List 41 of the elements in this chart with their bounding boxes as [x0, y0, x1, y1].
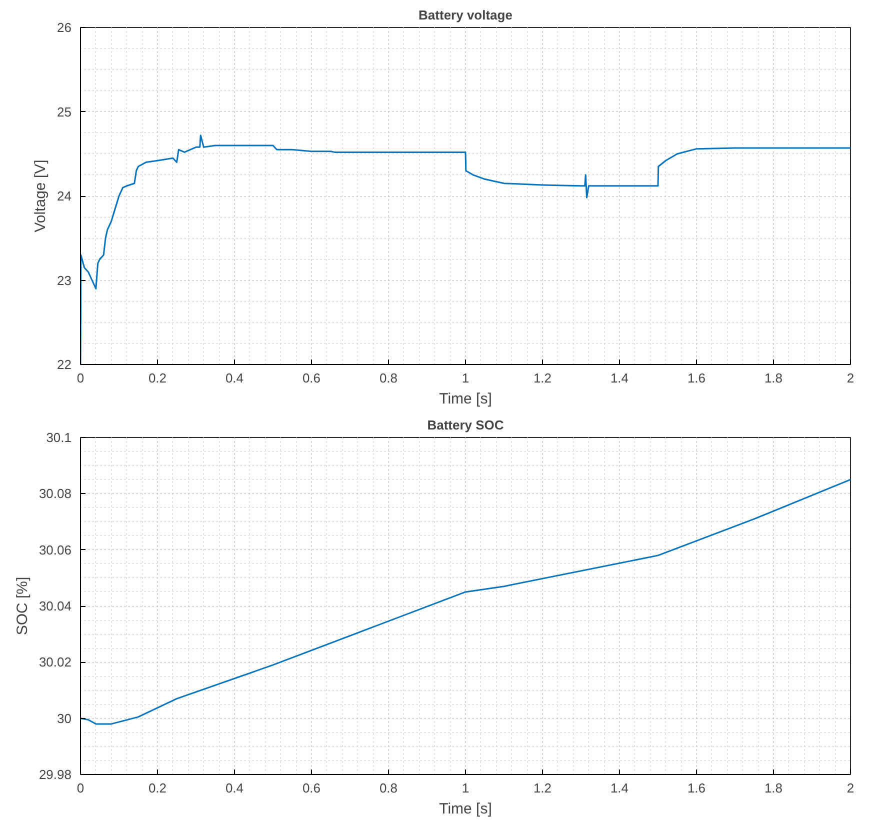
y-tick-label: 26: [57, 20, 72, 35]
x-axis-title: Time [s]: [439, 800, 492, 818]
x-tick-label: 2: [846, 370, 854, 386]
y-tick-label: 30.08: [38, 486, 72, 502]
x-tick-label: 2: [846, 780, 854, 796]
x-tick-label: 0.4: [225, 780, 244, 796]
x-tick-label: 1.8: [764, 780, 783, 796]
x-tick-label: 1.6: [687, 780, 706, 796]
x-tick-label: 1: [462, 780, 470, 796]
x-tick-label: 0.6: [302, 370, 321, 386]
y-tick-label: 22: [57, 357, 72, 372]
x-tick-label: 1.2: [533, 780, 552, 796]
y-tick-label: 30.1: [46, 430, 72, 445]
x-tick-label: 0.2: [148, 780, 167, 796]
x-tick-label: 0: [76, 370, 84, 386]
x-tick-label: 0: [76, 780, 84, 796]
x-tick-label: 0.2: [148, 370, 167, 386]
x-tick-label: 0.8: [379, 370, 398, 386]
y-tick-label: 29.98: [38, 767, 72, 782]
chart-title: Battery SOC: [427, 418, 504, 432]
y-tick-label: 30.02: [38, 654, 72, 670]
y-tick-label: 25: [57, 104, 72, 120]
y-tick-label: 24: [57, 188, 72, 204]
x-tick-label: 0.8: [379, 780, 398, 796]
x-axis-title: Time [s]: [439, 390, 492, 408]
y-axis-title: SOC [%]: [14, 576, 31, 636]
chart-title: Battery voltage: [418, 8, 512, 22]
x-tick-label: 0.6: [302, 780, 321, 796]
line-series: [80, 478, 850, 725]
x-tick-label: 1: [462, 370, 470, 386]
x-tick-label: 0.4: [225, 370, 244, 386]
y-tick-label: 30.04: [38, 598, 72, 614]
x-tick-label: 1.8: [764, 370, 783, 386]
x-tick-label: 1.4: [610, 370, 629, 386]
y-axis-title: Voltage [V]: [32, 160, 50, 232]
y-tick-label: 30.06: [38, 542, 72, 558]
y-tick-label: 23: [57, 272, 72, 288]
x-tick-label: 1.4: [610, 780, 629, 796]
y-tick-label: 30: [57, 710, 72, 726]
x-tick-label: 1.6: [687, 370, 706, 386]
x-tick-label: 1.2: [533, 370, 552, 386]
